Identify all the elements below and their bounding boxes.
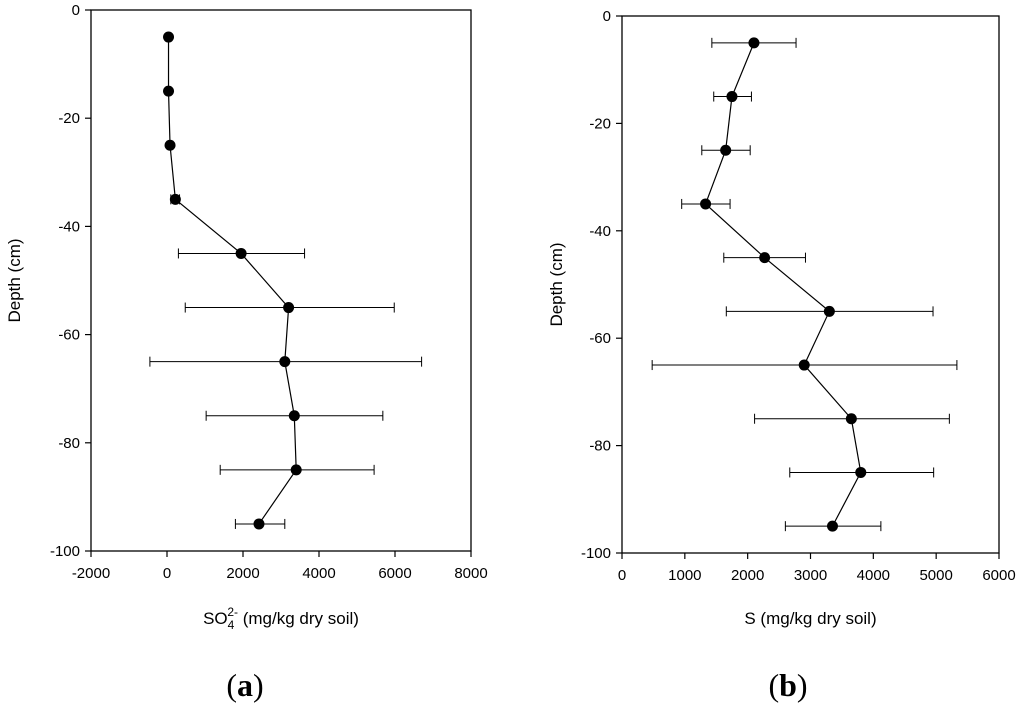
data-point: [279, 356, 291, 368]
chart-panel-b: 0 1000 2000 3000 4000 5000 6000 0 -20 -40 -60 -80 -1…: [547, 8, 1016, 703]
y-tick-label: 0: [603, 8, 611, 25]
y-tick-label: -60: [589, 330, 611, 347]
data-point: [163, 31, 175, 43]
y-tick-label: 0: [72, 2, 80, 19]
x-tick-label: 6000: [982, 567, 1015, 584]
data-point: [169, 193, 181, 205]
y-tick-label: -60: [58, 327, 80, 344]
y-axis-label: Depth (cm): [5, 238, 24, 322]
x-tick-label: 1000: [668, 567, 701, 584]
x-tick-label: 0: [163, 565, 171, 582]
data-point: [253, 518, 265, 530]
panel-label: (a): [226, 667, 263, 703]
data-point: [720, 144, 732, 156]
plot-frame: [90, 9, 472, 552]
data-point: [283, 302, 295, 314]
y-tick-label: -20: [589, 115, 611, 132]
data-point: [288, 410, 300, 422]
data-point: [855, 466, 867, 478]
x-axis-label: SO42- (mg/kg dry soil): [203, 605, 359, 632]
y-tick-label: -100: [581, 545, 611, 562]
y-tick-label: -20: [58, 110, 80, 127]
data-point: [235, 247, 247, 259]
x-tick-label: 2000: [731, 567, 764, 584]
data-point: [798, 359, 810, 371]
y-tick-label: -40: [58, 218, 80, 235]
data-point: [163, 85, 175, 97]
y-tick-label: -40: [589, 223, 611, 240]
y-axis-label: Depth (cm): [547, 242, 566, 326]
x-tick-label: -2000: [72, 565, 110, 582]
y-tick-label: -100: [50, 543, 80, 560]
data-point: [726, 91, 738, 103]
data-point: [826, 520, 838, 532]
x-axis-label: S (mg/kg dry soil): [744, 609, 876, 628]
y-tick-label: -80: [589, 438, 611, 455]
data-point: [823, 305, 835, 317]
x-tick-label: 2000: [226, 565, 259, 582]
x-tick-label: 0: [618, 567, 626, 584]
x-tick-label: 3000: [794, 567, 827, 584]
series-line: [167, 37, 297, 525]
data-point: [759, 252, 771, 264]
data-point: [748, 37, 760, 49]
x-tick-label: 4000: [857, 567, 890, 584]
x-tick-label: 4000: [302, 565, 335, 582]
x-tick-label: 8000: [454, 565, 487, 582]
chart-panel-a: -2000 0 2000 4000 6000 8000 0 -20 -40 -60 -80 -100 D…: [5, 2, 488, 703]
data-point: [164, 139, 176, 151]
data-point: [290, 464, 302, 476]
data-point: [700, 198, 712, 210]
x-tick-label: 6000: [378, 565, 411, 582]
data-point: [845, 413, 857, 425]
panel-label: (b): [768, 667, 807, 703]
y-tick-label: -80: [58, 435, 80, 452]
series-line: [704, 42, 862, 527]
x-tick-label: 5000: [919, 567, 952, 584]
